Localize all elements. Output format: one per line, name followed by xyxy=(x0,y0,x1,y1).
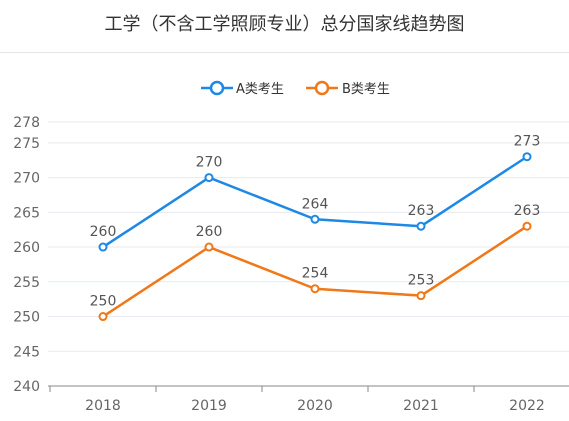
x-tick-label: 2019 xyxy=(191,398,227,414)
axes: 240 245 250 255 260 265 270 275 278 2018 2019 2020 2… xyxy=(13,115,569,414)
data-label: 250 xyxy=(90,294,117,310)
data-label: 254 xyxy=(302,266,329,282)
y-tick-label: 278 xyxy=(13,115,40,131)
data-point[interactable] xyxy=(310,284,320,294)
data-label: 260 xyxy=(90,224,117,240)
data-point[interactable] xyxy=(204,173,214,183)
x-tick-label: 2022 xyxy=(509,398,545,414)
series-lines xyxy=(98,152,532,322)
legend-label: B类考生 xyxy=(342,82,390,97)
data-point[interactable] xyxy=(416,291,426,301)
y-tick-label: 265 xyxy=(13,205,40,221)
data-label: 263 xyxy=(514,203,541,219)
x-tick-label: 2018 xyxy=(85,398,121,414)
y-tick-label: 250 xyxy=(13,310,40,326)
y-tick-label: 275 xyxy=(13,136,40,152)
grid-lines xyxy=(48,121,569,352)
x-tick-label: 2020 xyxy=(297,398,333,414)
legend-marker xyxy=(209,80,225,96)
data-label: 263 xyxy=(408,203,435,219)
legend-item-b[interactable]: B类考生 xyxy=(306,80,390,97)
y-tick-label: 240 xyxy=(13,379,40,395)
y-tick-label: 270 xyxy=(13,171,40,187)
chart-title: 工学（不含工学照顾专业）总分国家线趋势图 xyxy=(104,14,465,35)
y-tick-label: 245 xyxy=(13,344,40,360)
data-label: 273 xyxy=(514,134,541,150)
data-label: 270 xyxy=(196,155,223,171)
x-tick-label: 2021 xyxy=(403,398,439,414)
legend[interactable]: A类考生 B类考生 xyxy=(201,80,390,97)
title-divider xyxy=(0,52,569,53)
data-point[interactable] xyxy=(416,221,426,231)
y-tick-label: 255 xyxy=(13,275,40,291)
data-point[interactable] xyxy=(98,312,108,322)
data-labels: 260 270 264 263 273 250 260 254 253 263 xyxy=(90,134,541,310)
data-point[interactable] xyxy=(522,221,532,231)
legend-marker xyxy=(314,80,330,96)
data-point[interactable] xyxy=(204,242,214,252)
y-tick-label: 260 xyxy=(13,240,40,256)
data-label: 253 xyxy=(408,273,435,289)
legend-label: A类考生 xyxy=(236,82,284,97)
data-label: 260 xyxy=(196,224,223,240)
data-label: 264 xyxy=(302,196,329,212)
data-point[interactable] xyxy=(522,152,532,162)
data-point[interactable] xyxy=(98,242,108,252)
data-point[interactable] xyxy=(310,214,320,224)
legend-item-a[interactable]: A类考生 xyxy=(201,80,284,97)
